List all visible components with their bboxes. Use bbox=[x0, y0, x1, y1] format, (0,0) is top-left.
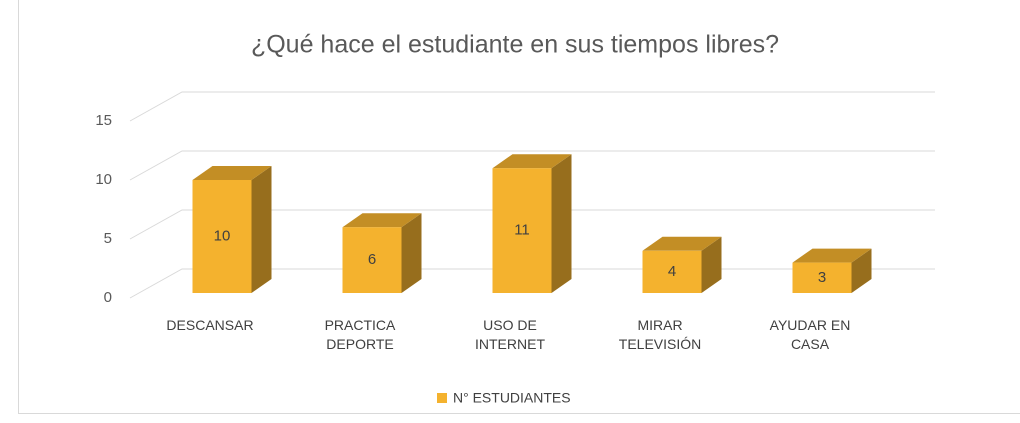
x-tick-label: USO DE INTERNET bbox=[475, 317, 545, 352]
y-tick-label: 0 bbox=[104, 289, 112, 306]
bar-top bbox=[792, 248, 872, 263]
data-label: 3 bbox=[818, 269, 826, 286]
bar-top bbox=[192, 166, 272, 180]
grid-line bbox=[129, 91, 935, 122]
bar-side bbox=[701, 236, 722, 293]
data-label: 4 bbox=[668, 263, 676, 280]
bar-top bbox=[492, 154, 572, 169]
bar bbox=[192, 180, 252, 293]
legend-swatch bbox=[437, 393, 447, 403]
data-label: 10 bbox=[214, 227, 231, 244]
bar-side bbox=[551, 154, 572, 293]
x-tick-label: AYUDAR EN CASA bbox=[769, 317, 851, 352]
grid-line bbox=[129, 209, 935, 240]
bar bbox=[342, 227, 402, 293]
bar-side bbox=[401, 213, 422, 293]
bar bbox=[792, 262, 852, 293]
chart-title: ¿Qué hace el estudiante en sus tiempos l… bbox=[251, 31, 779, 59]
legend-label: N° ESTUDIANTES bbox=[453, 390, 571, 406]
bar bbox=[642, 250, 702, 293]
y-tick-label: 5 bbox=[104, 230, 112, 247]
x-tick-label: PRACTICA DEPORTE bbox=[324, 317, 396, 352]
bar-top bbox=[642, 236, 722, 251]
data-label: 11 bbox=[514, 222, 530, 239]
bar-side bbox=[851, 248, 872, 293]
grid-line bbox=[129, 150, 935, 181]
y-tick-label: 15 bbox=[95, 112, 112, 129]
x-tick-label: MIRAR TELEVISIÓN bbox=[618, 317, 702, 352]
y-tick-label: 10 bbox=[95, 171, 112, 188]
x-tick-label: DESCANSAR bbox=[166, 317, 254, 333]
data-label: 6 bbox=[368, 251, 376, 268]
bar-top bbox=[342, 213, 422, 228]
bar-side bbox=[251, 166, 272, 293]
bar bbox=[492, 168, 552, 293]
